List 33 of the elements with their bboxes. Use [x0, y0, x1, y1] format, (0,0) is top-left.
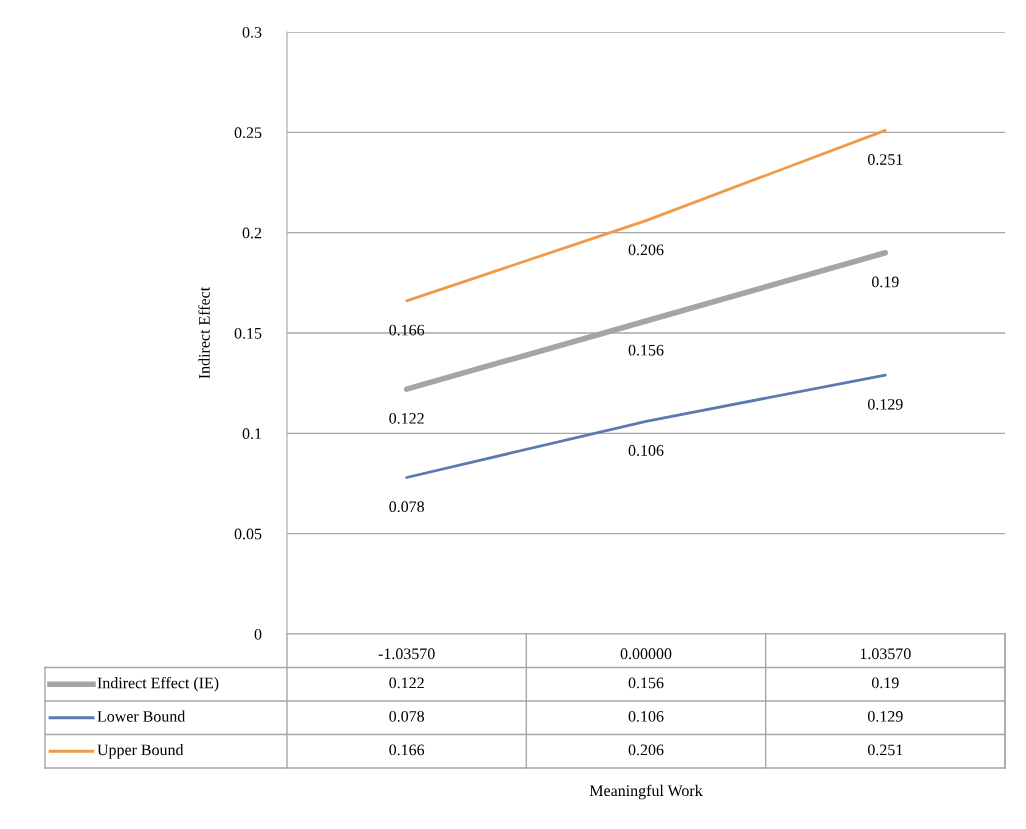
data-label: 0.122	[389, 677, 424, 689]
data-label: 0.106	[628, 710, 664, 722]
y-tick-label: 0.25	[234, 127, 262, 139]
text: Meaningful Work	[589, 784, 703, 800]
annotation: 0.122	[389, 412, 424, 424]
data-label: 0.129	[867, 710, 903, 722]
annotation: 0.156	[628, 344, 664, 356]
annotation: 0.251	[867, 154, 903, 165]
annotation: 0.19	[871, 276, 899, 288]
data-label: 0.156	[628, 677, 664, 689]
data-label: 0.166	[389, 744, 425, 756]
y-axis-title: Indirect Effect	[198, 286, 210, 379]
x-tick-label: -1.03570	[378, 648, 435, 660]
data-label: 0.19	[871, 677, 899, 689]
annotation: 0.166	[389, 324, 425, 336]
data-label: 0.078	[389, 710, 425, 722]
y-tick-label: 0.05	[234, 528, 262, 540]
legend-label: Lower Bound	[97, 710, 186, 722]
x-tick-label: 0.00000	[620, 648, 672, 660]
annotation: 0.078	[389, 501, 425, 513]
y-tick-label: 0.1	[242, 428, 262, 440]
legend-label: Upper Bound	[97, 744, 184, 759]
data-label: 0.251	[867, 744, 903, 756]
annotation: 0.129	[867, 398, 903, 410]
x-tick-label: 1.03570	[860, 648, 911, 660]
data-label: 0.206	[628, 744, 664, 756]
annotation: 0.206	[628, 244, 664, 256]
y-tick-label: 0	[254, 628, 262, 640]
legend-label: Indirect Effect (IE)	[97, 676, 219, 692]
annotation: 0.106	[628, 445, 664, 456]
y-tick-label: 0.15	[234, 327, 262, 339]
y-tick-label: 0.2	[242, 227, 262, 239]
y-tick-label: 0.3	[242, 26, 262, 38]
